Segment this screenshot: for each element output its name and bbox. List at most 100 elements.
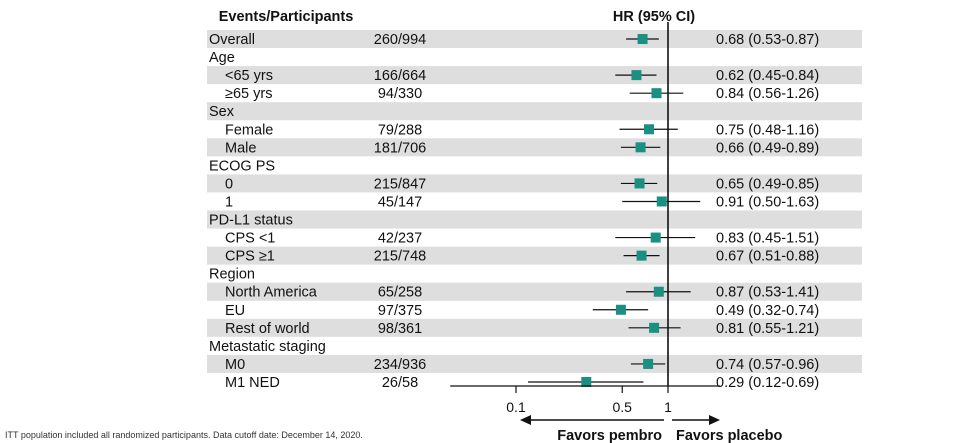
row-rest-of-world: Rest of world 98/361 0.81 (0.55-1.21)	[225, 321, 819, 337]
hr-header: HR (95% CI)	[613, 9, 695, 25]
band-lt65-yrs	[207, 66, 862, 85]
events-value: 45/147	[378, 194, 422, 210]
arrow-right-icon	[709, 415, 720, 425]
row-1: 1 45/147 0.91 (0.50-1.63)	[225, 194, 819, 210]
row-male: Male 181/706 0.66 (0.49-0.89)	[225, 140, 819, 156]
row-overall: Overall 260/994 0.68 (0.53-0.87)	[209, 32, 819, 48]
hr-value: 0.66 (0.49-0.89)	[716, 140, 819, 156]
hr-marker	[644, 124, 655, 135]
favors-left-label: Favors pembro	[557, 428, 662, 443]
hr-marker	[649, 322, 660, 333]
row-m0: M0 234/936 0.74 (0.57-0.96)	[225, 357, 819, 373]
events-value: 215/748	[374, 249, 426, 265]
hr-marker	[636, 250, 647, 261]
hr-marker	[653, 286, 664, 297]
row-label: EU	[225, 303, 245, 319]
hr-value: 0.67 (0.51-0.88)	[716, 249, 819, 265]
row-age: Age	[209, 50, 235, 66]
events-value: 65/258	[378, 285, 422, 301]
events-value: 79/288	[378, 122, 422, 138]
band-rest-of-world	[207, 318, 862, 337]
row-eu: EU 97/375 0.49 (0.32-0.74)	[225, 303, 819, 319]
row-label: Metastatic staging	[209, 339, 326, 355]
row-label: Male	[225, 140, 256, 156]
row-lt65-yrs: <65 yrs 166/664 0.62 (0.45-0.84)	[225, 68, 819, 84]
row-label: 0	[225, 176, 233, 192]
x-tick-label: 0.1	[506, 399, 526, 415]
events-header: Events/Participants	[219, 9, 354, 25]
row-label: Rest of world	[225, 321, 310, 337]
band-pd-l1-status	[207, 210, 862, 229]
events-value: 181/706	[374, 140, 426, 156]
band-m0	[207, 354, 862, 373]
hr-value: 0.87 (0.53-1.41)	[716, 285, 819, 301]
band-sex	[207, 102, 862, 121]
hr-marker	[631, 70, 642, 81]
row-label: Female	[225, 122, 273, 138]
row-label: CPS ≥1	[225, 249, 275, 265]
band-north-america	[207, 282, 862, 301]
hr-marker	[634, 178, 645, 189]
row-bands	[207, 30, 862, 373]
hr-value: 0.81 (0.55-1.21)	[716, 321, 819, 337]
favors-right-label: Favors placebo	[676, 428, 783, 443]
hr-value: 0.62 (0.45-0.84)	[716, 68, 819, 84]
hr-marker	[635, 142, 646, 153]
hr-value: 0.74 (0.57-0.96)	[716, 357, 819, 373]
hr-value: 0.68 (0.53-0.87)	[716, 32, 819, 48]
hr-value: 0.49 (0.32-0.74)	[716, 303, 819, 319]
row-metastatic-staging: Metastatic staging	[209, 339, 326, 355]
row-0: 0 215/847 0.65 (0.49-0.85)	[225, 176, 819, 192]
row-label: North America	[225, 285, 318, 301]
hr-value: 0.29 (0.12-0.69)	[716, 375, 819, 391]
row-north-america: North America 65/258 0.87 (0.53-1.41)	[225, 285, 819, 301]
events-value: 215/847	[374, 176, 426, 192]
hr-value: 0.75 (0.48-1.16)	[716, 122, 819, 138]
events-value: 166/664	[374, 68, 426, 84]
row-cps-lt1: CPS <1 42/237 0.83 (0.45-1.51)	[225, 231, 819, 247]
row-sex: Sex	[209, 104, 235, 120]
row-label: Region	[209, 267, 255, 283]
hr-value: 0.91 (0.50-1.63)	[716, 194, 819, 210]
hr-marker	[615, 304, 626, 315]
events-value: 97/375	[378, 303, 422, 319]
band-0	[207, 174, 862, 193]
band-cps-ge1	[207, 246, 862, 265]
row-pd-l1-status: PD-L1 status	[209, 213, 293, 229]
arrow-left-icon	[520, 415, 531, 425]
row-label: ECOG PS	[209, 158, 275, 174]
row-label: CPS <1	[225, 231, 275, 247]
band-male	[207, 138, 862, 157]
row-label: M1 NED	[225, 375, 280, 391]
hr-marker	[581, 376, 592, 387]
hr-marker	[651, 88, 662, 99]
footnote: ITT population included all randomized p…	[5, 430, 363, 440]
x-tick-label: 0.5	[613, 399, 633, 415]
row-ge65-yrs: ≥65 yrs 94/330 0.84 (0.56-1.26)	[225, 86, 819, 102]
row-label: M0	[225, 357, 245, 373]
events-value: 94/330	[378, 86, 422, 102]
events-value: 260/994	[374, 32, 426, 48]
row-label: Overall	[209, 32, 255, 48]
row-region: Region	[209, 267, 255, 283]
row-label: Age	[209, 50, 235, 66]
row-m1-ned: M1 NED 26/58 0.29 (0.12-0.69)	[225, 375, 819, 391]
row-female: Female 79/288 0.75 (0.48-1.16)	[225, 122, 819, 138]
events-value: 26/58	[382, 375, 418, 391]
row-label: 1	[225, 194, 233, 210]
hr-marker	[637, 34, 648, 45]
hr-value: 0.65 (0.49-0.85)	[716, 176, 819, 192]
row-label: <65 yrs	[225, 68, 273, 84]
row-label: PD-L1 status	[209, 213, 293, 229]
hr-value: 0.83 (0.45-1.51)	[716, 231, 819, 247]
hr-value: 0.84 (0.56-1.26)	[716, 86, 819, 102]
events-value: 98/361	[378, 321, 422, 337]
row-label: ≥65 yrs	[225, 86, 272, 102]
rows: Overall 260/994 0.68 (0.53-0.87) Age <65 yrs…	[209, 32, 819, 391]
hr-marker	[643, 358, 654, 369]
band-overall	[207, 30, 862, 49]
x-tick-label: 1	[664, 399, 672, 415]
row-cps-ge1: CPS ≥1 215/748 0.67 (0.51-0.88)	[225, 249, 819, 265]
